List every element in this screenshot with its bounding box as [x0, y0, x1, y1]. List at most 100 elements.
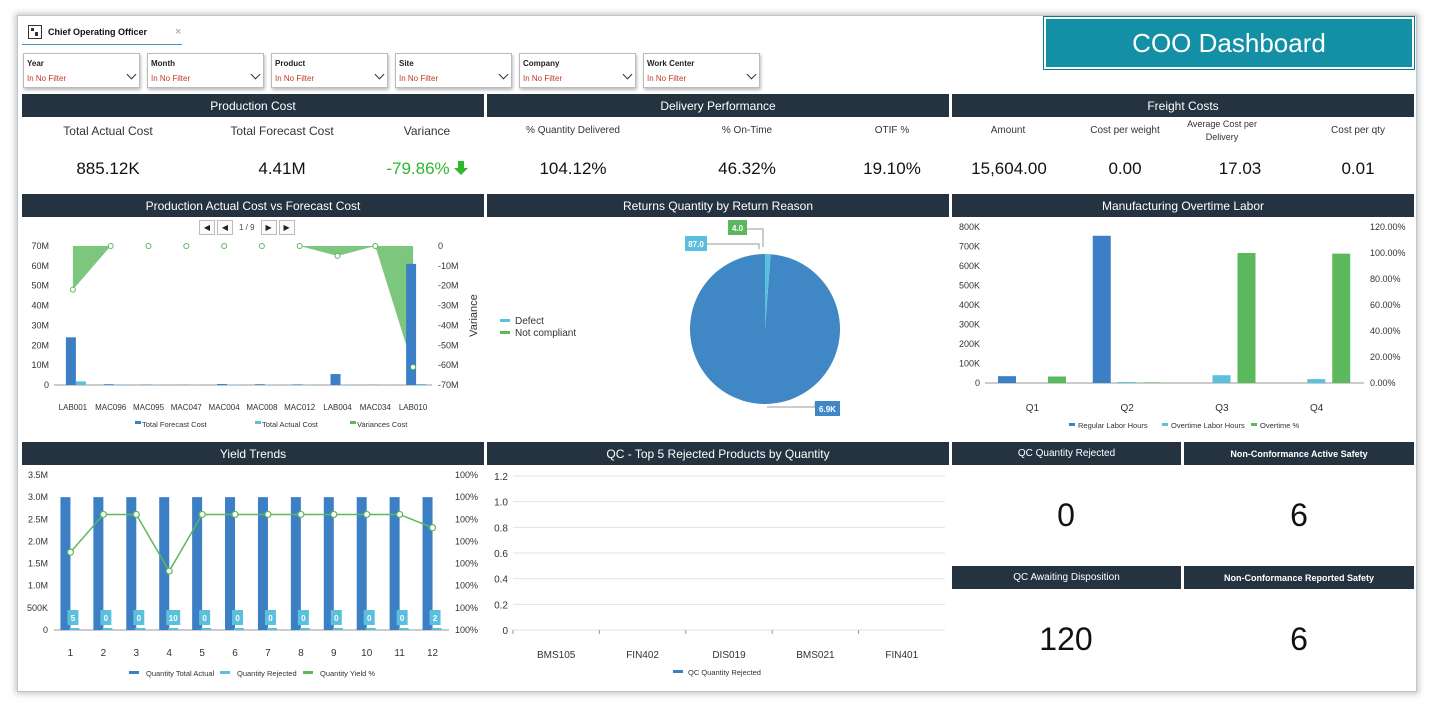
yield-point	[264, 510, 272, 519]
y2-tick-label: 40.00%	[1370, 326, 1401, 336]
legend-label: Quantity Total Actual	[146, 669, 215, 678]
bar-forecast-cost	[65, 337, 76, 385]
filter-site[interactable]: Site In No Filter	[395, 53, 512, 88]
y2-tick-label: -70M	[438, 380, 459, 390]
legend-swatch	[135, 421, 141, 424]
y2-axis-label: Variance	[468, 294, 480, 337]
legend-label: Quantity Yield %	[320, 669, 375, 678]
legend-label: Overtime %	[1260, 421, 1300, 430]
yield-point	[66, 548, 75, 556]
variance-point	[107, 243, 114, 249]
bar-quantity-rejected	[69, 628, 80, 630]
y-tick-label: 1.0M	[28, 581, 48, 591]
x-tick-label: MAC034	[360, 403, 392, 412]
qc-rejected-value: 0	[1057, 497, 1075, 533]
filter-month[interactable]: Month In No Filter	[147, 53, 264, 88]
yield-point	[396, 510, 404, 519]
kpi-label-total-actual-cost: Total Actual Cost	[63, 124, 153, 138]
data-label-box	[232, 610, 244, 625]
y2-tick-label: 100%	[455, 581, 478, 591]
variance-point	[372, 243, 379, 249]
y2-tick-label: 120.00%	[1370, 222, 1406, 232]
x-tick-label: Q1	[1026, 403, 1040, 414]
kpi-otif: 19.10%	[863, 159, 921, 178]
legend-label: Overtime Labor Hours	[1171, 421, 1245, 430]
variance-point	[410, 364, 417, 371]
tab-title: Chief Operating Officer	[48, 27, 148, 37]
chevron-down-icon	[374, 69, 385, 80]
bar-quantity-total-actual	[93, 497, 104, 630]
kpi-variance: -79.86%	[386, 159, 450, 178]
filter-product[interactable]: Product In No Filter	[271, 53, 388, 88]
data-label: 0	[301, 614, 306, 623]
filter-work-center[interactable]: Work Center In No Filter	[643, 53, 760, 88]
y2-tick-label: -10M	[438, 261, 459, 271]
nc-reported-safety-header: Non-Conformance Reported Safety	[1184, 566, 1414, 589]
variance-area	[72, 246, 414, 368]
x-tick-label: FIN402	[626, 650, 659, 661]
y-tick-label: 500K	[959, 281, 980, 291]
brand-banner: COO Dashboard	[1043, 16, 1415, 70]
filter-label: Work Center	[647, 59, 695, 68]
y-tick-label: 2.0M	[28, 536, 48, 546]
data-label-box	[67, 610, 79, 625]
bar-regular-labor-hours	[998, 376, 1016, 383]
legend-label: Quantity Rejected	[237, 669, 297, 678]
last-page-icon[interactable]: ▶︎	[278, 219, 295, 235]
production-chart-header: Production Actual Cost vs Forecast Cost	[22, 194, 484, 217]
x-tick-label: 8	[298, 648, 304, 659]
bar-quantity-total-actual	[126, 497, 137, 630]
overtime-chart-header: Manufacturing Overtime Labor	[952, 194, 1414, 217]
bar-quantity-total-actual	[60, 497, 71, 630]
bar-actual-cost	[113, 384, 124, 385]
y2-tick-label: 100%	[455, 492, 478, 502]
yield-point	[428, 524, 437, 532]
kpi-label-on-time: % On-Time	[721, 125, 773, 136]
legend-swatch	[673, 670, 683, 673]
bar-forecast-cost	[217, 384, 228, 385]
y2-tick-label: 100%	[455, 603, 478, 613]
bar-quantity-rejected	[431, 628, 442, 630]
yield-point	[231, 510, 239, 519]
returns-chart-header: Returns Quantity by Return Reason	[487, 194, 949, 217]
yield-point	[363, 510, 371, 519]
arrow-down-icon	[454, 161, 468, 175]
kpi-total-actual-cost: 885.12K	[76, 159, 140, 178]
x-tick-label: LAB010	[399, 403, 428, 412]
data-label: 4.0	[732, 224, 744, 233]
kpi-label-cost-per-weight: Cost per weight	[1090, 125, 1160, 136]
data-label: 0	[235, 614, 240, 623]
x-tick-label: MAC012	[284, 403, 316, 412]
bar-overtime-labor-hours	[1212, 375, 1231, 383]
filter-value: In No Filter	[647, 74, 687, 83]
dashboard-tab[interactable]: Chief Operating Officer ×	[22, 22, 182, 42]
legend-swatch	[255, 421, 261, 424]
x-tick-label: 10	[361, 648, 373, 659]
y2-tick-label: 0.00%	[1370, 378, 1396, 388]
y-tick-label: 70M	[31, 241, 49, 251]
x-tick-label: MAC095	[133, 403, 165, 412]
y2-tick-label: -50M	[438, 340, 459, 350]
next-page-icon[interactable]: ▶	[260, 219, 277, 235]
filter-company[interactable]: Company In No Filter	[519, 53, 636, 88]
first-page-icon[interactable]: ◀︎	[199, 219, 215, 235]
y-tick-label: 200K	[959, 339, 980, 349]
x-tick-label: 6	[232, 648, 238, 659]
x-tick-label: Q4	[1310, 403, 1324, 414]
qc-awaiting-value: 120	[1039, 621, 1093, 657]
close-icon[interactable]: ×	[175, 26, 182, 38]
data-label: 0	[367, 614, 372, 623]
yield-point	[198, 510, 206, 519]
data-label: 10	[169, 614, 178, 623]
bar-quantity-total-actual	[323, 497, 334, 630]
data-label-box	[133, 610, 145, 625]
filter-year[interactable]: Year In No Filter	[23, 53, 140, 88]
y-tick-label: 40M	[31, 301, 49, 311]
prev-page-icon[interactable]: ◀	[217, 219, 233, 235]
kpi-label-total-forecast-cost: Total Forecast Cost	[230, 124, 334, 138]
data-label: 6.9K	[819, 405, 836, 414]
yield-point	[132, 510, 140, 519]
y-tick-label: 3.0M	[28, 492, 48, 502]
x-tick-label: MAC008	[246, 403, 278, 412]
